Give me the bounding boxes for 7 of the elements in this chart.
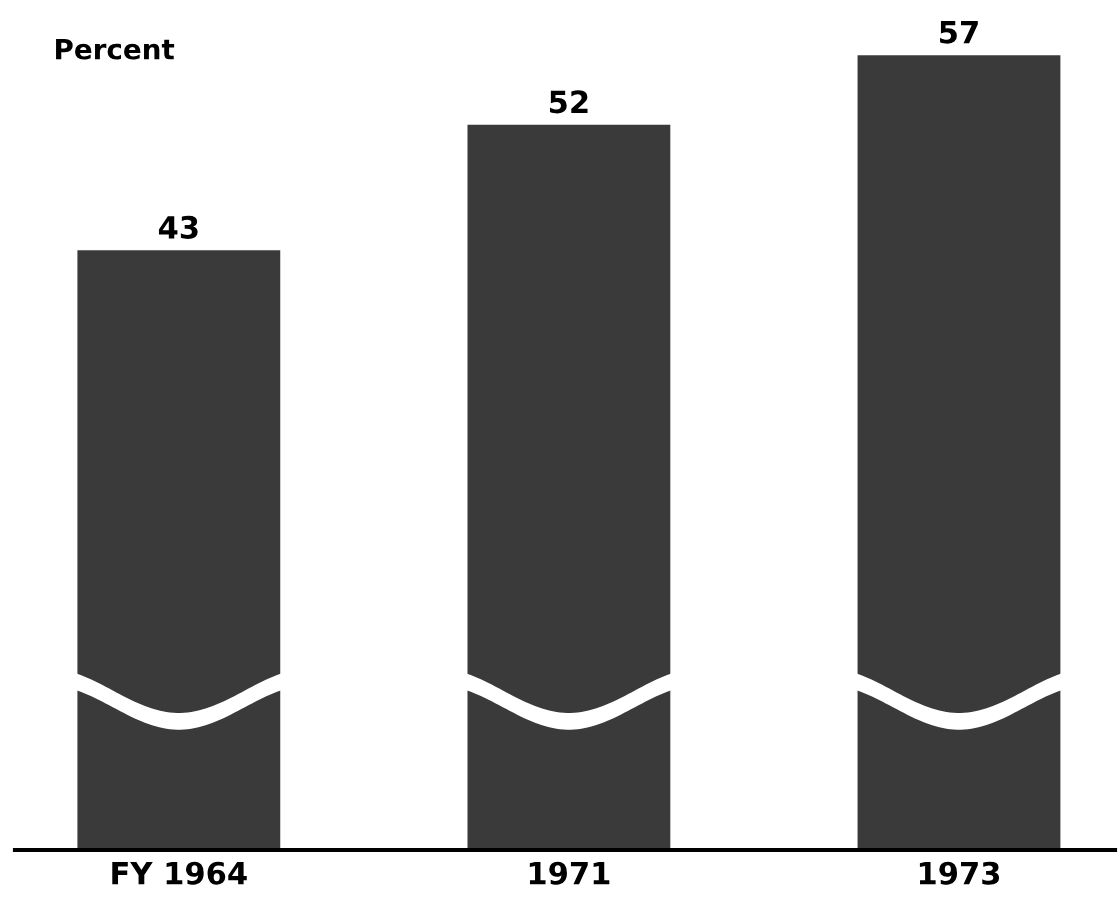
y-axis-title: Percent — [56, 38, 175, 60]
data-label: 52 — [550, 90, 588, 114]
data-label: 57 — [940, 20, 978, 44]
x-tick-label: 1973 — [919, 861, 1000, 885]
x-tick-label: 1971 — [529, 861, 610, 885]
data-label: 43 — [158, 215, 198, 239]
x-tick-label: FY 1964 — [112, 861, 247, 885]
